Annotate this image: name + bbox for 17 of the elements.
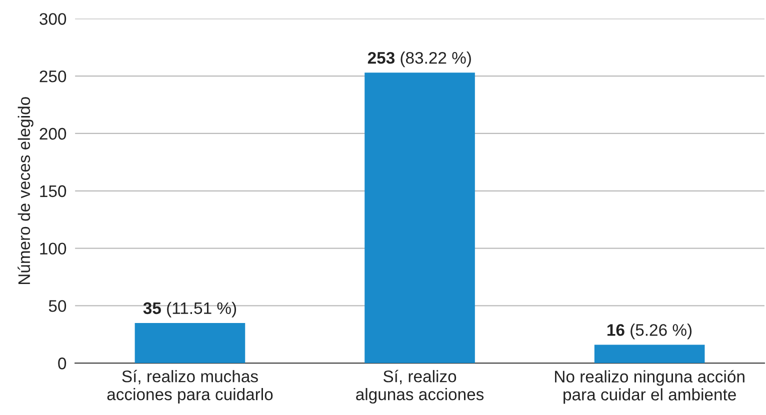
data-label: 16 (5.26 %) [607,324,692,340]
y-tick-label: 50 [48,300,66,312]
y-tick-label: 0 [58,358,66,370]
bar [134,322,246,364]
data-label: 35 (11.51 %) [143,302,236,318]
data-label: 253 (83.22 %) [368,52,471,68]
bar [364,72,475,364]
y-axis-title: Número de veces elegido [18,97,34,284]
y-tick-label: 200 [40,128,66,140]
x-tick-label: Sí, realizo muchas acciones para cuidarlo [107,370,273,404]
y-tick-label: 100 [40,242,66,255]
x-tick-label: Sí, realizo algunas acciones [356,370,484,404]
x-tick-label: No realizo ninguna acción para cuidar el ambiente [555,370,744,404]
y-tick-label: 250 [40,70,66,82]
y-tick-label: 150 [40,185,66,198]
y-tick-label: 300 [40,13,66,25]
bar [594,344,705,364]
